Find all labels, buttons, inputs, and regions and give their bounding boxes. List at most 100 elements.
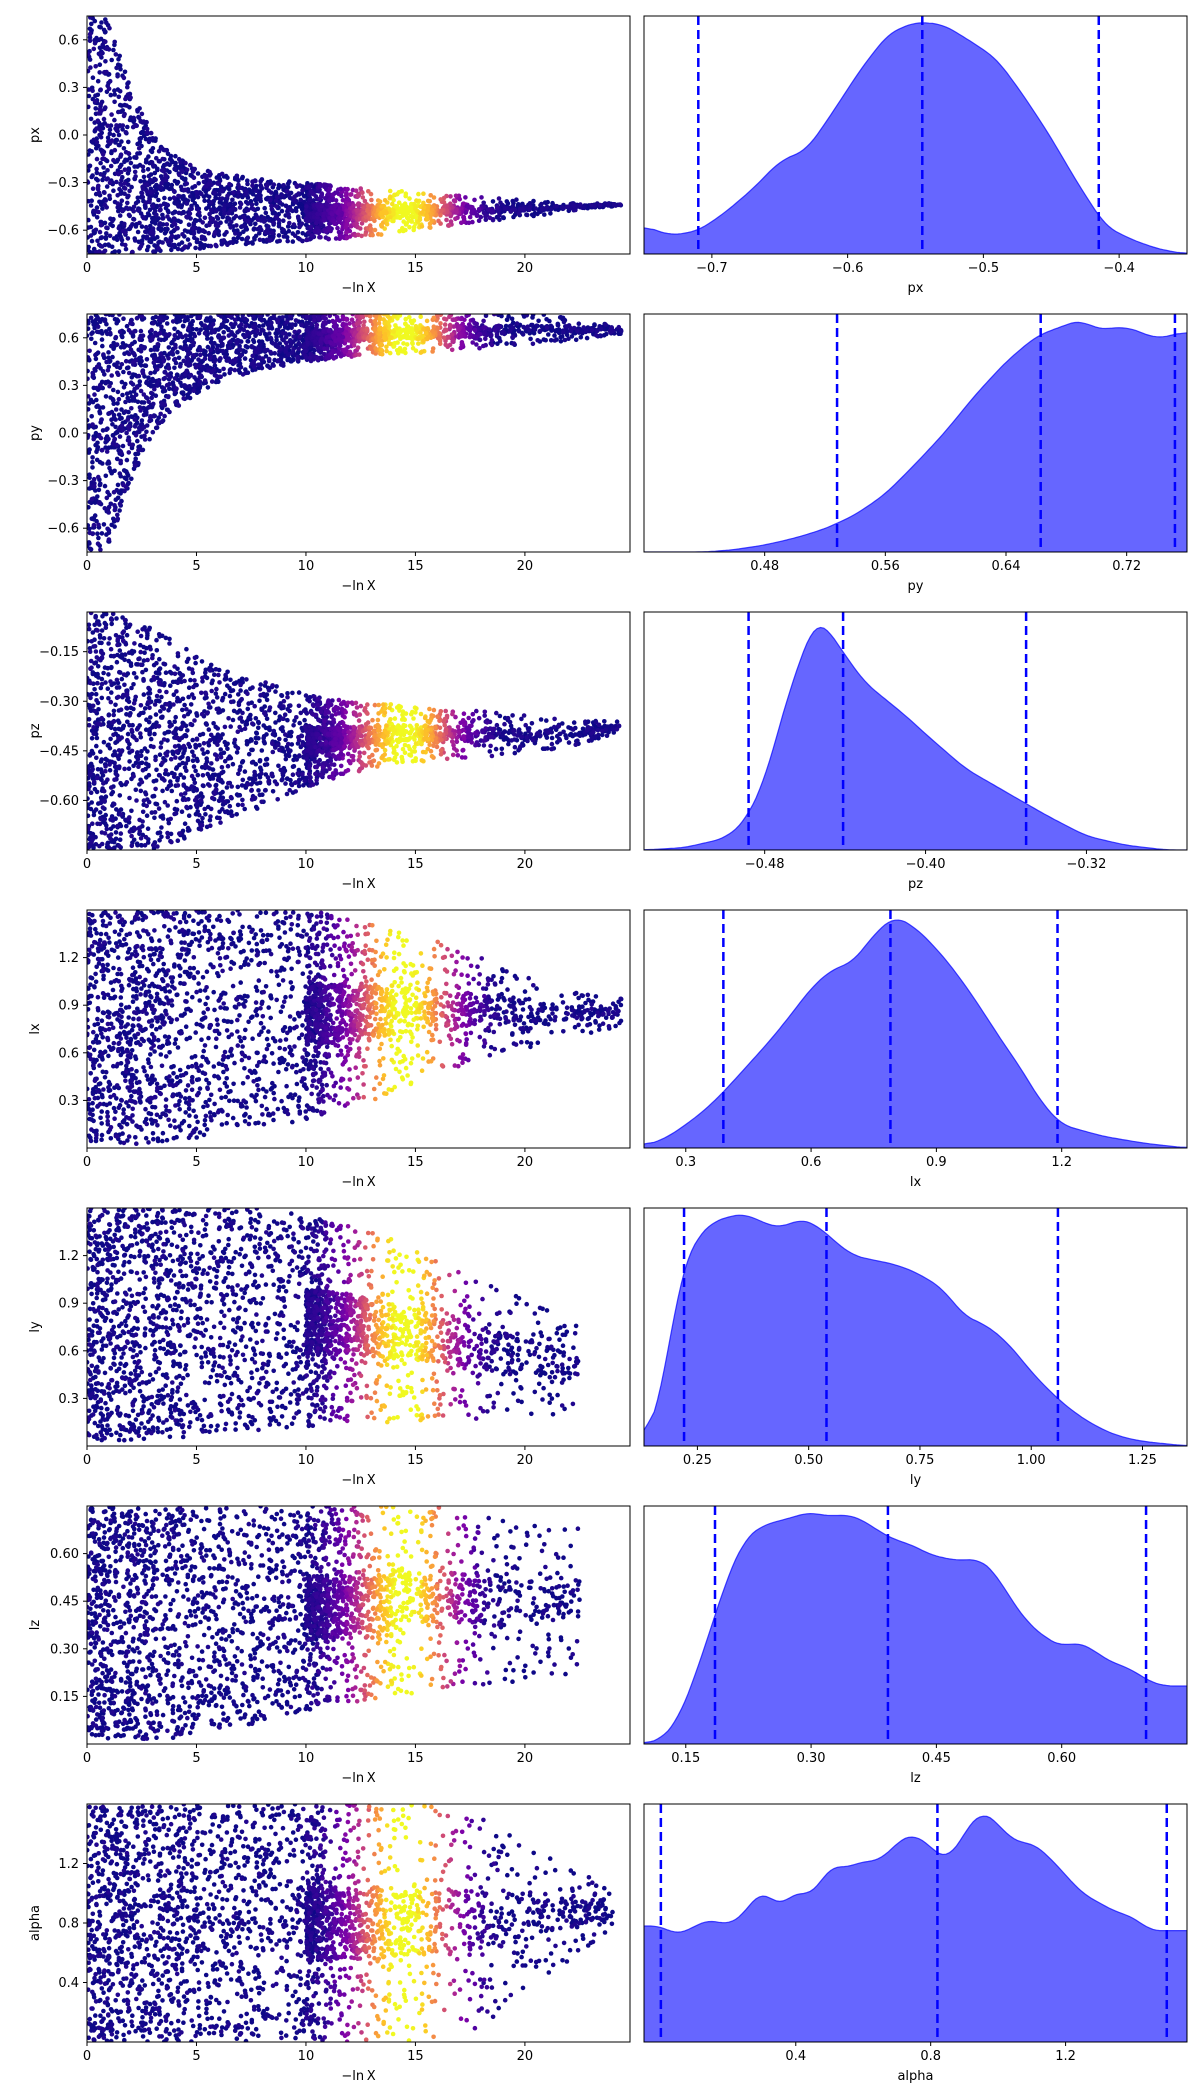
scatter-point	[87, 355, 91, 360]
scatter-point	[126, 139, 131, 145]
scatter-point	[430, 349, 435, 354]
scatter-point	[146, 139, 152, 145]
scatter-point	[108, 222, 113, 227]
scatter-point	[176, 234, 181, 239]
scatter-point	[182, 228, 188, 233]
scatter-point	[319, 204, 325, 209]
scatter-point	[245, 178, 250, 183]
scatter-point	[105, 526, 110, 532]
scatter-point	[404, 342, 410, 347]
scatter-point	[120, 334, 125, 340]
scatter-point	[452, 198, 458, 204]
scatter-point	[297, 236, 303, 242]
scatter-point	[206, 181, 211, 187]
scatter-point	[548, 323, 554, 329]
scatter-point	[147, 436, 152, 442]
scatter-point	[188, 314, 194, 319]
scatter-point	[114, 127, 119, 133]
scatter-point	[401, 341, 406, 346]
scatter-point	[117, 63, 123, 68]
y-tick-label: 0.6	[58, 33, 79, 48]
scatter-point	[124, 323, 130, 329]
scatter-point	[245, 339, 251, 344]
scatter-point	[359, 233, 364, 239]
scatter-point	[363, 232, 368, 237]
scatter-point	[148, 130, 154, 136]
scatter-point	[382, 331, 388, 337]
scatter-point	[119, 177, 124, 183]
scatter-point	[456, 327, 461, 333]
scatter-point	[476, 218, 482, 223]
scatter-point	[115, 360, 120, 366]
scatter-point	[93, 106, 98, 111]
scatter-point	[112, 39, 117, 45]
scatter-point	[291, 195, 297, 201]
scatter-point	[136, 444, 141, 450]
scatter-point	[269, 320, 274, 326]
scatter-point	[159, 168, 165, 173]
scatter-point	[171, 221, 177, 226]
scatter-point	[97, 62, 103, 67]
scatter-point	[416, 336, 421, 342]
scatter-point	[98, 160, 103, 166]
scatter-point	[182, 314, 187, 320]
scatter-point	[123, 246, 129, 252]
scatter-point	[120, 108, 125, 113]
scatter-point	[152, 370, 157, 375]
scatter-point	[155, 420, 161, 426]
scatter-point	[618, 329, 624, 334]
scatter-point	[125, 206, 131, 212]
scatter-point	[88, 65, 93, 70]
scatter-point	[555, 322, 561, 328]
scatter-point	[368, 346, 374, 352]
scatter-point	[175, 329, 181, 335]
scatter-point	[107, 358, 113, 364]
scatter-point	[167, 409, 172, 415]
scatter-point	[101, 352, 106, 357]
scatter-point	[253, 233, 259, 239]
scatter-point	[457, 331, 462, 337]
scatter-point	[87, 217, 91, 223]
scatter-point	[87, 225, 91, 230]
scatter-point	[268, 335, 274, 341]
scatter-point	[521, 324, 526, 330]
scatter-point	[104, 427, 109, 433]
scatter-point	[121, 113, 127, 119]
scatter-point	[105, 168, 110, 173]
scatter-point	[271, 220, 277, 226]
scatter-point	[559, 334, 565, 339]
scatter-point	[578, 202, 583, 207]
scatter-point	[88, 16, 93, 20]
scatter-point	[344, 230, 349, 235]
scatter-point	[409, 320, 415, 326]
scatter-point	[536, 318, 541, 324]
scatter-point	[104, 69, 109, 75]
x-tick-label: 0	[83, 261, 91, 276]
scatter-point	[373, 326, 379, 332]
scatter-point	[146, 404, 152, 410]
scatter-point	[145, 130, 150, 135]
scatter-point	[160, 355, 166, 360]
scatter-point	[112, 249, 118, 254]
y-axis-label: px	[28, 127, 43, 143]
scatter-point	[216, 229, 221, 234]
scatter-point	[576, 321, 582, 327]
scatter-point	[143, 224, 149, 230]
scatter-point	[98, 25, 103, 30]
scatter-point	[236, 316, 241, 322]
scatter-point	[418, 350, 424, 355]
scatter-point	[175, 246, 181, 252]
scatter-point	[176, 314, 181, 320]
scatter-point	[115, 193, 120, 198]
scatter-point	[123, 96, 128, 102]
scatter-point	[116, 372, 121, 378]
scatter-point	[94, 385, 99, 391]
scatter-point	[184, 167, 190, 173]
scatter-point	[151, 378, 156, 384]
x-axis-label: px	[908, 281, 924, 296]
scatter-point	[209, 336, 214, 341]
scatter-point	[351, 343, 357, 348]
scatter-point	[115, 389, 121, 395]
scatter-point	[88, 233, 94, 238]
scatter-point	[544, 317, 549, 322]
